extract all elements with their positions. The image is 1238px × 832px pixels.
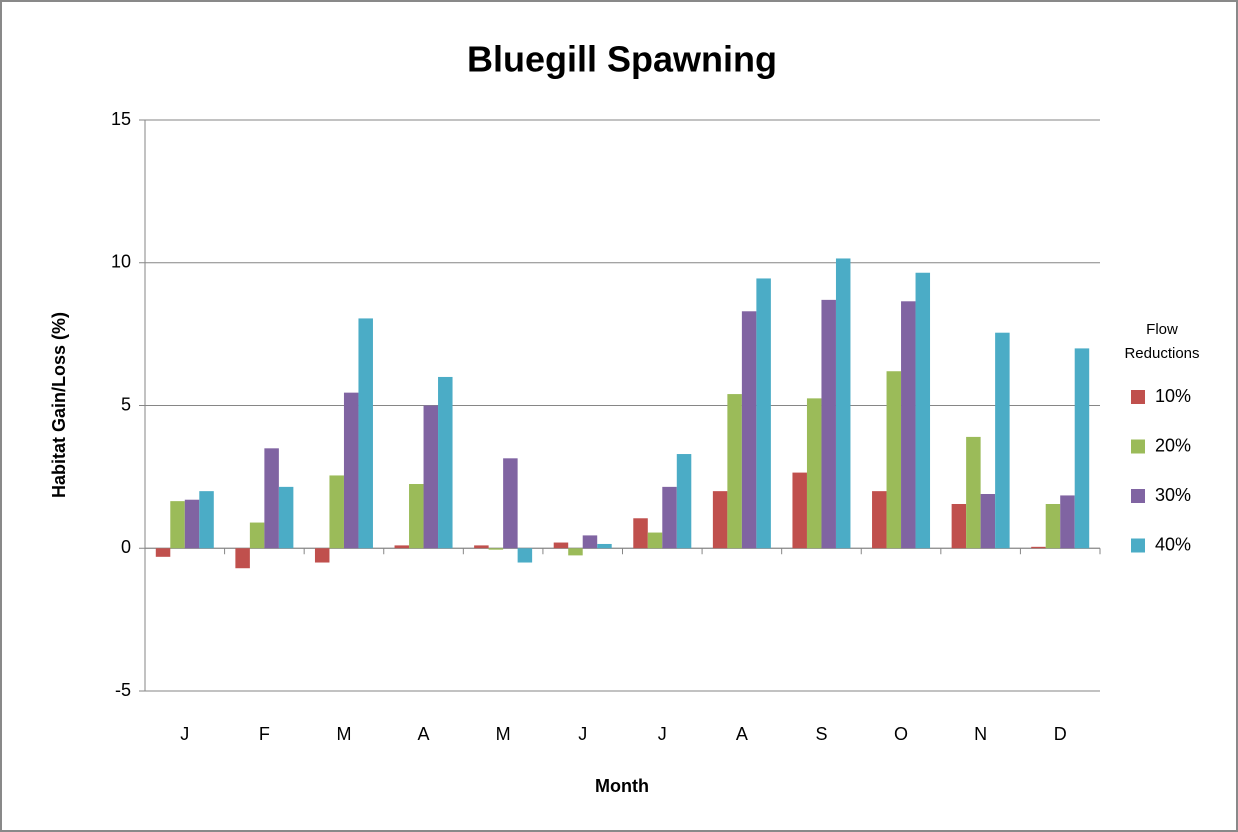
- y-tick-label: 15: [111, 109, 131, 129]
- bar: [966, 436, 981, 549]
- bar: [1060, 495, 1075, 549]
- bar: [1031, 546, 1046, 549]
- x-tick-label: J: [578, 724, 587, 744]
- chart-title: Bluegill Spawning: [467, 39, 777, 80]
- x-tick-label: A: [418, 724, 430, 744]
- bar: [488, 548, 504, 550]
- bar: [727, 394, 742, 549]
- bar: [474, 545, 489, 549]
- bar: [235, 548, 250, 569]
- bar: [1045, 503, 1061, 549]
- bar: [633, 518, 648, 549]
- bar: [358, 318, 373, 549]
- bar: [835, 258, 851, 549]
- bar: [712, 491, 728, 549]
- bar: [170, 501, 185, 549]
- y-axis-title: Habitat Gain/Loss (%): [49, 312, 69, 498]
- legend-swatch: [1131, 439, 1145, 454]
- legend-title: Flow Reductions: [1124, 321, 1200, 362]
- x-tick-label: F: [259, 724, 270, 744]
- legend-label: 20%: [1155, 435, 1191, 455]
- y-tick-label: 0: [121, 537, 131, 557]
- bar: [503, 458, 518, 549]
- bar: [756, 278, 771, 549]
- x-tick-label: J: [180, 724, 189, 744]
- bar: [409, 484, 424, 549]
- bar: [676, 454, 692, 549]
- legend-label: 40%: [1155, 534, 1191, 554]
- legend-swatch: [1131, 390, 1145, 404]
- bar: [915, 272, 931, 549]
- bar: [792, 472, 807, 549]
- bar: [568, 548, 583, 556]
- x-tick-label: O: [894, 724, 908, 744]
- x-axis-title: Month: [595, 776, 649, 796]
- bar: [249, 522, 265, 549]
- bar: [872, 491, 887, 549]
- legend-swatch: [1131, 538, 1145, 553]
- bar: [901, 301, 916, 549]
- bar: [553, 542, 569, 549]
- x-tick-label: A: [736, 724, 748, 744]
- bar: [582, 535, 598, 549]
- bar: [647, 532, 663, 549]
- bar: [597, 543, 612, 549]
- bar: [806, 398, 822, 549]
- bar: [951, 503, 967, 549]
- legend-label: 10%: [1155, 386, 1191, 406]
- x-tick-label: J: [658, 724, 667, 744]
- bar: [517, 548, 533, 563]
- bar: [329, 475, 344, 549]
- bar: [343, 392, 359, 549]
- bar: [423, 405, 439, 549]
- bar: [394, 545, 410, 549]
- bar: [886, 371, 902, 549]
- bar: [980, 494, 996, 549]
- x-tick-label: S: [815, 724, 827, 744]
- bar: [184, 499, 200, 549]
- bar: [278, 486, 294, 549]
- x-tick-label: M: [496, 724, 511, 744]
- bar: [314, 548, 330, 563]
- bar: [264, 448, 279, 549]
- x-tick-label: N: [974, 724, 987, 744]
- legend-label: 30%: [1155, 485, 1191, 505]
- y-tick-label: -5: [115, 680, 131, 700]
- x-tick-label: M: [336, 724, 351, 744]
- x-tick-label: D: [1054, 724, 1067, 744]
- bar: [995, 332, 1010, 549]
- bar: [1074, 348, 1090, 549]
- bar: [741, 311, 757, 549]
- bar: [438, 376, 453, 549]
- y-tick-label: 5: [121, 394, 131, 414]
- bar: [662, 486, 677, 549]
- bar: [821, 299, 836, 549]
- legend-swatch: [1131, 489, 1145, 503]
- y-tick-label: 10: [111, 252, 131, 272]
- bar: [199, 491, 214, 549]
- bar: [155, 548, 171, 557]
